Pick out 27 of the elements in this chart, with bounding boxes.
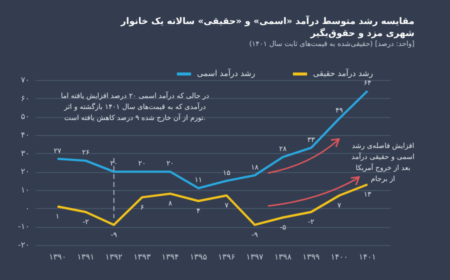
- x-tick-label: ۱۳۹۹: [302, 252, 320, 262]
- y-tick-label: ۱۰: [20, 186, 30, 194]
- x-tick-label: ۱۳۹۴: [162, 252, 179, 262]
- y-tick-label: ۲۰: [20, 167, 30, 176]
- y-tick-label: ۵۰: [20, 112, 30, 122]
- x-tick-label: ۱۳۹۲: [105, 252, 122, 262]
- x-tick-label: ۱۴۰۱: [358, 252, 376, 262]
- y-tick-label: ۳۰: [20, 148, 30, 158]
- y-tick-label: ۷۰: [20, 76, 30, 84]
- x-tick-label: ۱۴۰۰: [330, 252, 348, 262]
- legend-label: رشد درآمد حقیقی: [313, 68, 374, 78]
- x-tick-label: ۱۳۹۶: [218, 252, 236, 262]
- legend-label: رشد درآمد اسمی: [197, 68, 256, 78]
- text: مقایسه رشد متوسط درآمد «اسمی» و «حقیقی» سالانه یک خانوار: [120, 17, 414, 27]
- x-tick-label: ۱۳۹۷: [246, 252, 264, 262]
- x-tick-label: ۱۳۹۵: [190, 252, 208, 262]
- x-tick-label: ۱۳۹۳: [133, 252, 152, 262]
- line-series: [56, 183, 369, 226]
- y-tick-label: ۰: [25, 204, 30, 213]
- text: شهری مزد و حقوق‌بگیر: [310, 29, 414, 39]
- y-tick-label: -۱۰: [18, 222, 30, 232]
- x-tick-label: ۱۳۹۰: [48, 252, 66, 262]
- y-tick-label: ۶۰: [20, 94, 30, 103]
- y-tick-label: ۴۰: [20, 130, 30, 140]
- y-tick-label: -۲۰: [18, 240, 30, 250]
- x-tick-label: ۱۳۹۸: [274, 252, 292, 262]
- x-tick-label: ۱۳۹۱: [77, 252, 94, 262]
